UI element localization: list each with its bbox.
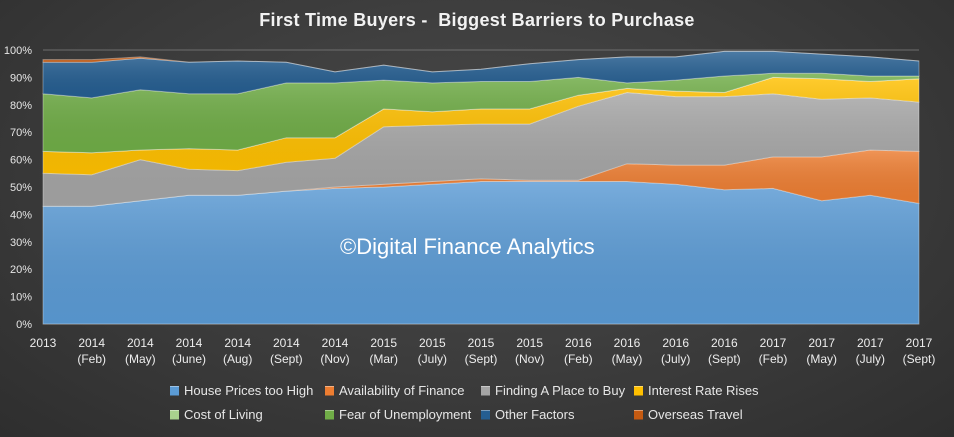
y-tick-label: 100% [4, 45, 32, 57]
y-tick-label: 80% [10, 100, 32, 112]
x-tick-label: 2017 (Feb) [759, 336, 788, 366]
area-shading [43, 92, 919, 207]
area-series [42, 50, 920, 325]
x-tick-label: 2015 (Sept) [465, 336, 498, 366]
area-series-overseas-travel [42, 50, 920, 73]
area-shading [43, 181, 919, 324]
x-tick-label: 2016 (Sept) [708, 336, 741, 366]
y-tick-label: 20% [10, 264, 32, 276]
x-tick-label: 2017 (May) [806, 336, 837, 366]
area-shading [43, 73, 919, 153]
x-tick-label: 2016 (July) [661, 336, 690, 366]
legend-item-availability-of-finance: Availability of Finance [325, 383, 465, 398]
legend-swatch [634, 385, 643, 396]
x-tick-label: 2014 (June) [172, 336, 206, 366]
legend-item-other-factors: Other Factors [481, 407, 574, 422]
x-tick-label: 2014 (Nov) [320, 336, 349, 366]
x-tick-label: 2016 (Feb) [564, 336, 593, 366]
y-tick-label: 10% [10, 292, 32, 304]
legend-label: Cost of Living [184, 407, 263, 422]
chart-title: First Time Buyers - Biggest Barriers to … [259, 10, 695, 30]
legend-label: House Prices too High [184, 383, 314, 398]
watermark-text: ©Digital Finance Analytics [340, 234, 595, 259]
y-tick-label: 30% [10, 237, 32, 249]
legend-swatch [481, 385, 490, 396]
x-axis: 2013 2014 (Feb) 2014 (May) 2014 (June) 2014 (Aug… [30, 336, 936, 366]
y-tick-label: 60% [10, 155, 32, 167]
legend-swatch [634, 409, 643, 420]
area-shading [43, 77, 919, 175]
legend-item-fear-of-unemployment: Fear of Unemployment [325, 407, 471, 422]
legend-label: Other Factors [495, 407, 575, 422]
legend-swatch [481, 409, 490, 420]
legend: House Prices too High Availability of Fin… [0, 383, 954, 429]
x-tick-label: 2014 (Aug) [223, 336, 252, 366]
y-tick-label: 90% [10, 72, 32, 84]
legend-label: Fear of Unemployment [339, 407, 472, 422]
x-tick-label: 2013 [30, 336, 57, 350]
y-tick-label: 40% [10, 209, 32, 221]
legend-swatch [325, 409, 334, 420]
y-tick-label: 0% [16, 319, 32, 331]
x-tick-label: 2017 (Sept) [903, 336, 936, 366]
y-axis: 0% 10% 20% 30% 40% 50% 60% 70% 80% 90% 100% [4, 45, 32, 331]
x-tick-label: 2015 (Mar) [369, 336, 398, 366]
area-shading [43, 51, 919, 98]
legend-swatch [170, 385, 179, 396]
legend-item-house-prices-too-high: House Prices too High [170, 383, 313, 398]
x-tick-label: 2014 (May) [125, 336, 156, 366]
legend-label: Availability of Finance [339, 383, 465, 398]
x-tick-label: 2014 (Sept) [270, 336, 303, 366]
x-tick-label: 2017 (July) [856, 336, 885, 366]
legend-item-cost-of-living: Cost of Living [170, 407, 263, 422]
y-tick-label: 50% [10, 182, 32, 194]
stacked-area-chart: 0%10%20%30%40%50%60%70%80%90%100% 2013 20… [4, 45, 936, 366]
x-tick-label: 2015 (July) [418, 336, 447, 366]
area-shading [43, 150, 919, 207]
legend-label: Finding A Place to Buy [495, 383, 626, 398]
legend-swatch [325, 385, 334, 396]
x-tick-label: 2016 (May) [612, 336, 643, 366]
legend-label: Overseas Travel [648, 407, 743, 422]
legend-swatch [170, 409, 179, 420]
legend-item-interest-rate-rises: Interest Rate Rises [634, 383, 759, 398]
legend-label: Interest Rate Rises [648, 383, 759, 398]
x-tick-label: 2014 (Feb) [77, 336, 106, 366]
x-tick-label: 2015 (Nov) [515, 336, 544, 366]
legend-item-overseas-travel: Overseas Travel [634, 407, 743, 422]
y-tick-label: 70% [10, 127, 32, 139]
legend-item-finding-a-place-to-buy: Finding A Place to Buy [481, 383, 625, 398]
